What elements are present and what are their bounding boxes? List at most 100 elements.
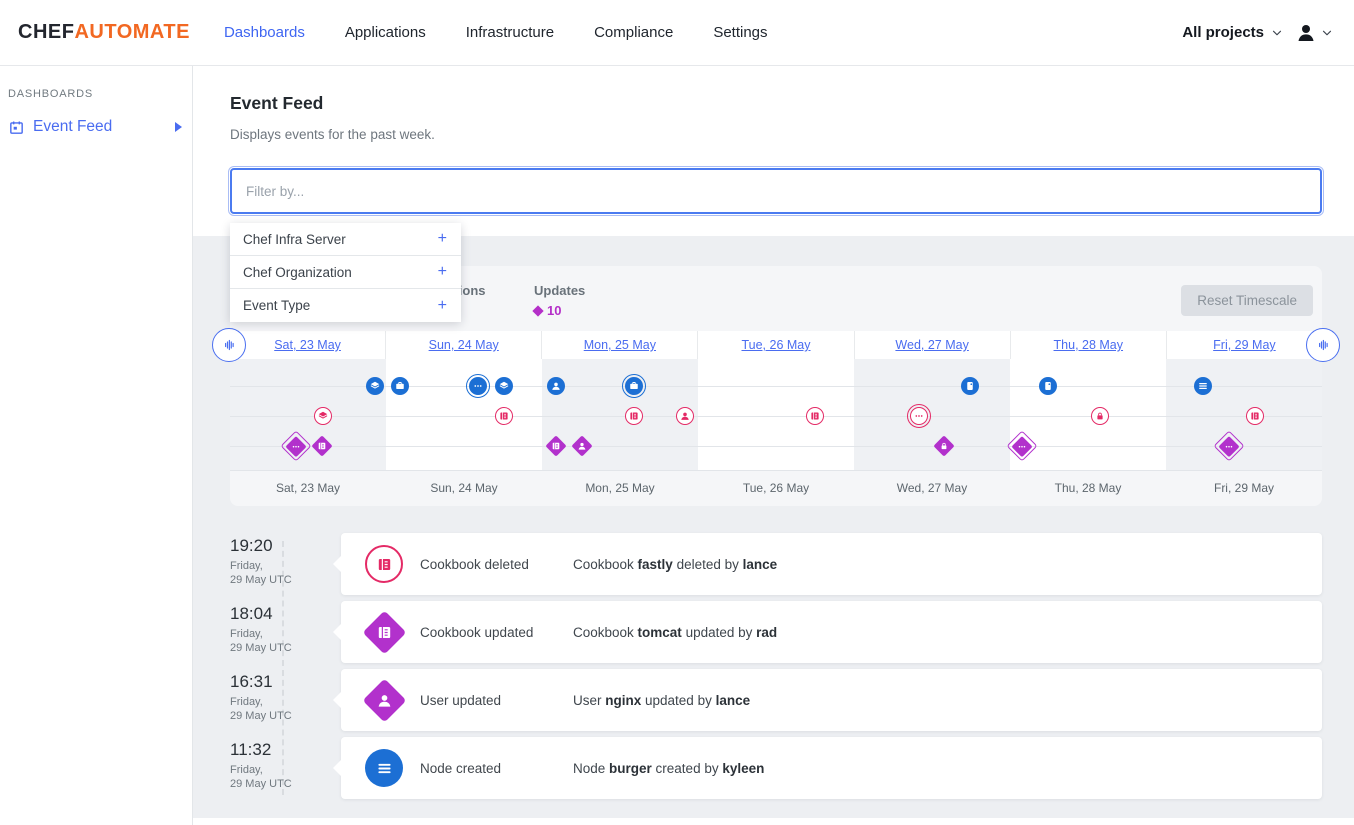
book-icon [811, 412, 819, 420]
day-link[interactable]: Mon, 25 May [583, 338, 656, 352]
stat-updates-count: 10 [532, 303, 585, 318]
desc-text: updated by [681, 624, 757, 640]
timeline-event-grid [230, 359, 1322, 471]
timeline-event-updated-book[interactable] [311, 435, 333, 457]
filter-dropdown-label: Event Type [243, 298, 311, 313]
day-link[interactable]: Sat, 23 May [274, 338, 341, 352]
day-header-cell: Thu, 28 May [1011, 331, 1167, 359]
timeline-event-updated-user[interactable] [571, 435, 593, 457]
timeline-event-updated-group[interactable] [1213, 430, 1245, 462]
day-link[interactable]: Sun, 24 May [428, 338, 499, 352]
timeline-event-created-layers[interactable] [366, 377, 384, 395]
nav-tab-compliance[interactable]: Compliance [594, 24, 674, 41]
timeline-event-deleted-book[interactable] [495, 407, 513, 425]
event-card[interactable]: Node created Node burger created by kylee… [341, 737, 1322, 799]
filter-dropdown-item[interactable]: Chef Infra Server + [230, 223, 461, 256]
timeline-event-updated-group[interactable] [1006, 430, 1038, 462]
day-column [698, 359, 854, 470]
timeline-event-deleted-user[interactable] [676, 407, 694, 425]
day-link[interactable]: Wed, 27 May [895, 338, 969, 352]
desc-text: Cookbook [573, 624, 638, 640]
main-nav-tabs: Dashboards Applications Infrastructure Comp… [224, 24, 768, 41]
node-icon [967, 382, 973, 390]
sidebar-item-event-feed[interactable]: Event Feed [8, 114, 192, 140]
timeline-event-deleted-book[interactable] [806, 407, 824, 425]
layers-icon [370, 381, 380, 389]
stat-updates-label: Updates [534, 283, 586, 298]
event-card[interactable]: Cookbook updated Cookbook tomcat updated … [341, 601, 1322, 663]
plus-icon[interactable]: + [437, 263, 447, 280]
event-card[interactable]: Cookbook deleted Cookbook fastly deleted … [341, 533, 1322, 595]
projects-filter-dropdown[interactable]: All projects [1182, 24, 1284, 41]
nav-tab-settings[interactable]: Settings [713, 24, 768, 41]
desc-text: Node [573, 760, 610, 776]
timeline-event-deleted-layers[interactable] [314, 407, 332, 425]
day-header-cell: Mon, 25 May [542, 331, 699, 359]
event-title: Node created [420, 760, 502, 776]
filter-dropdown-item[interactable]: Event Type + [230, 289, 461, 322]
day-axis-label: Mon, 25 May [585, 481, 655, 495]
timeline-event-deleted-book[interactable] [625, 407, 643, 425]
timeline-scroll-right-button[interactable] [1306, 328, 1340, 362]
timeline-event-created-list[interactable] [1194, 377, 1212, 395]
event-day: Friday, 29 May UTC [230, 628, 292, 654]
nav-tab-infrastructure[interactable]: Infrastructure [465, 24, 555, 41]
projects-filter-label: All projects [1182, 24, 1264, 41]
event-time-value: 11:32 [230, 740, 272, 759]
timeline-event-created-org[interactable] [622, 374, 646, 398]
chef-automate-logo[interactable]: CHEFAUTOMATE [18, 21, 190, 44]
expand-arrow-icon[interactable] [175, 122, 182, 132]
calendar-icon [10, 120, 23, 134]
timeline-event-updated-book[interactable] [545, 435, 567, 457]
plus-icon[interactable]: + [437, 296, 447, 314]
timeline-day-header: Sat, 23 May Sun, 24 May Mon, 25 May Tue, 26… [212, 328, 1340, 362]
plus-icon[interactable]: + [437, 230, 447, 247]
book-icon [378, 626, 390, 638]
gridline [230, 416, 1322, 417]
list-icon [377, 763, 391, 773]
timeline-event-deleted-group[interactable] [907, 404, 931, 428]
event-description: Cookbook fastly deleted by lance [573, 557, 777, 572]
event-title: Cookbook deleted [420, 556, 529, 572]
day-link[interactable]: Thu, 28 May [1053, 338, 1124, 352]
filter-dropdown-item[interactable]: Chef Organization + [230, 256, 461, 289]
desc-text: deleted by [672, 556, 743, 572]
timeline-event-created-node[interactable] [1039, 377, 1057, 395]
org-icon [396, 382, 404, 390]
timeline-event-created-node[interactable] [961, 377, 979, 395]
filter-suggestions-dropdown: Chef Infra Server + Chef Organization + Even… [230, 223, 461, 322]
nav-tab-applications[interactable]: Applications [344, 24, 426, 41]
timeline-event-created-user[interactable] [547, 377, 565, 395]
book-icon [1251, 412, 1259, 420]
timeline-event-updated-group[interactable] [280, 430, 312, 462]
timeline-event-created-group[interactable] [466, 374, 490, 398]
day-axis-label: Wed, 27 May [896, 481, 968, 495]
timeline-axis-labels: Sat, 23 May Sun, 24 May Mon, 25 May Tue, 26… [230, 471, 1322, 506]
day-column [1010, 359, 1166, 470]
timeline-event-created-org[interactable] [391, 377, 409, 395]
event-time: 16:31 Friday, 29 May UTC [230, 672, 330, 724]
timeline-scroll-left-button[interactable] [212, 328, 246, 362]
event-day: Friday, 29 May UTC [230, 696, 292, 722]
user-menu[interactable] [1294, 21, 1334, 45]
equalizer-icon [1319, 339, 1328, 351]
timeline-event-created-layers[interactable] [495, 377, 513, 395]
event-time: 19:20 Friday, 29 May UTC [230, 536, 330, 588]
day-link[interactable]: Tue, 26 May [741, 338, 811, 352]
timeline-event-updated-lock[interactable] [933, 435, 955, 457]
page-subtitle: Displays events for the past week. [230, 127, 435, 142]
book-icon [318, 442, 326, 450]
timeline-event-deleted-book[interactable] [1246, 407, 1264, 425]
day-header-cell: Fri, 29 May [1167, 331, 1322, 359]
gridline [230, 386, 1322, 387]
day-link[interactable]: Fri, 29 May [1213, 338, 1276, 352]
nav-right: All projects [1182, 21, 1334, 45]
list-icon [1199, 383, 1207, 389]
timeline-event-deleted-lock[interactable] [1091, 407, 1109, 425]
nav-tab-dashboards[interactable]: Dashboards [223, 24, 305, 41]
reset-timescale-button[interactable]: Reset Timescale [1181, 285, 1313, 316]
event-card[interactable]: User updated User nginx updated by lance [341, 669, 1322, 731]
book-icon [500, 412, 508, 420]
filter-input[interactable] [228, 166, 1324, 216]
gridline [230, 446, 1322, 447]
